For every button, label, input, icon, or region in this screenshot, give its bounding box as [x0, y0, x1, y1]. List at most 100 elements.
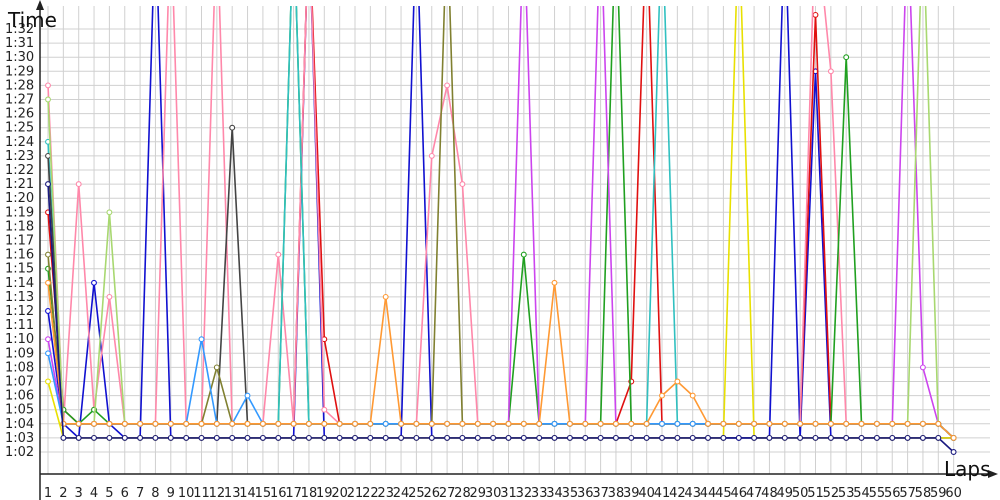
- x-tick-label: 15: [255, 486, 272, 500]
- x-tick-label: 22: [362, 486, 379, 500]
- data-point: [382, 293, 389, 300]
- data-point: [428, 420, 435, 427]
- x-tick-label: 12: [209, 486, 226, 500]
- y-axis-title: Time: [7, 8, 57, 32]
- y-tick-label: 1:16: [5, 248, 34, 263]
- x-tick-label: 7: [136, 486, 144, 500]
- data-point: [490, 420, 497, 427]
- series: [45, 6, 957, 441]
- x-tick-label: 37: [592, 486, 609, 500]
- data-point: [705, 420, 711, 427]
- data-point: [413, 434, 420, 441]
- x-tick-label: 25: [408, 486, 425, 500]
- x-tick-label: 45: [715, 486, 732, 500]
- x-tick-label: 50: [792, 486, 809, 500]
- x-tick-label: 20: [331, 486, 348, 500]
- data-point: [659, 434, 665, 441]
- series: [45, 6, 957, 441]
- data-point: [597, 420, 604, 427]
- data-point: [152, 420, 159, 427]
- data-point: [45, 336, 51, 343]
- data-point: [566, 420, 573, 427]
- data-point: [843, 54, 850, 61]
- y-tick-label: 1:28: [5, 78, 34, 93]
- data-point: [444, 420, 451, 427]
- data-point: [797, 434, 804, 441]
- data-point: [689, 434, 696, 441]
- data-point: [551, 434, 558, 441]
- data-point: [843, 434, 850, 441]
- y-tick-label: 1:09: [5, 346, 34, 361]
- x-tick-label: 23: [377, 486, 394, 500]
- data-point: [582, 434, 589, 441]
- y-tick-label: 1:24: [5, 135, 34, 150]
- x-tick-label: 11: [193, 486, 210, 500]
- data-point: [398, 434, 405, 441]
- data-point: [889, 420, 896, 427]
- y-tick-label: 1:02: [5, 445, 34, 460]
- x-tick-label: 13: [224, 486, 241, 500]
- data-point: [183, 420, 190, 427]
- y-tick-label: 1:10: [5, 332, 34, 347]
- y-tick-label: 1:21: [5, 177, 34, 192]
- x-tick-label: 18: [301, 486, 318, 500]
- series-layer: [45, 6, 957, 455]
- data-point: [229, 420, 236, 427]
- x-tick-label: 29: [470, 486, 487, 500]
- y-tick-label: 1:26: [5, 107, 34, 122]
- data-point: [889, 434, 896, 441]
- series: [45, 336, 957, 441]
- x-tick-label: 38: [608, 486, 625, 500]
- data-point: [106, 420, 113, 427]
- data-point: [735, 434, 742, 441]
- x-tick-label: 10: [178, 486, 195, 500]
- data-point: [520, 251, 527, 258]
- x-tick-label: 33: [531, 486, 548, 500]
- x-tick-label: 54: [853, 486, 870, 500]
- y-tick-label: 1:08: [5, 360, 34, 375]
- series-line: [47, 184, 955, 453]
- data-point: [45, 350, 51, 357]
- data-point: [352, 420, 358, 427]
- x-tick-label: 1: [44, 486, 52, 500]
- data-point: [321, 420, 328, 427]
- data-point: [705, 434, 711, 441]
- series: [45, 6, 957, 441]
- x-tick-label: 53: [838, 486, 855, 500]
- data-point: [950, 449, 957, 455]
- series: [45, 6, 957, 441]
- data-point: [167, 434, 174, 441]
- y-tick-label: 1:18: [5, 219, 34, 234]
- data-point: [597, 434, 604, 441]
- data-point: [244, 420, 251, 427]
- data-point: [213, 364, 220, 371]
- x-axis-title: Laps: [944, 457, 991, 481]
- data-point: [781, 434, 788, 441]
- x-tick-label: 52: [823, 486, 840, 500]
- data-point: [720, 420, 727, 427]
- data-point: [428, 434, 435, 441]
- x-tick-labels: 1 2 3 4 5 6 7 8 9 1011121314151617181920212223242…: [44, 486, 962, 500]
- y-tick-label: 1:19: [5, 205, 34, 220]
- data-point: [444, 82, 451, 89]
- data-point: [198, 420, 205, 427]
- data-point: [766, 434, 773, 441]
- y-axis-arrow-icon: [36, 0, 44, 10]
- x-tick-label: 41: [654, 486, 671, 500]
- data-point: [45, 308, 51, 314]
- data-point: [259, 434, 266, 441]
- x-tick-label: 31: [500, 486, 517, 500]
- data-point: [827, 420, 834, 427]
- y-tick-label: 1:31: [5, 36, 34, 51]
- x-tick-label: 48: [761, 486, 778, 500]
- data-point: [628, 420, 635, 427]
- data-point: [106, 293, 113, 300]
- data-point: [321, 406, 328, 413]
- data-point: [382, 434, 389, 441]
- data-point: [751, 434, 758, 441]
- data-point: [766, 420, 773, 427]
- series: [45, 6, 957, 441]
- x-tick-label: 24: [393, 486, 410, 500]
- data-point: [781, 420, 788, 427]
